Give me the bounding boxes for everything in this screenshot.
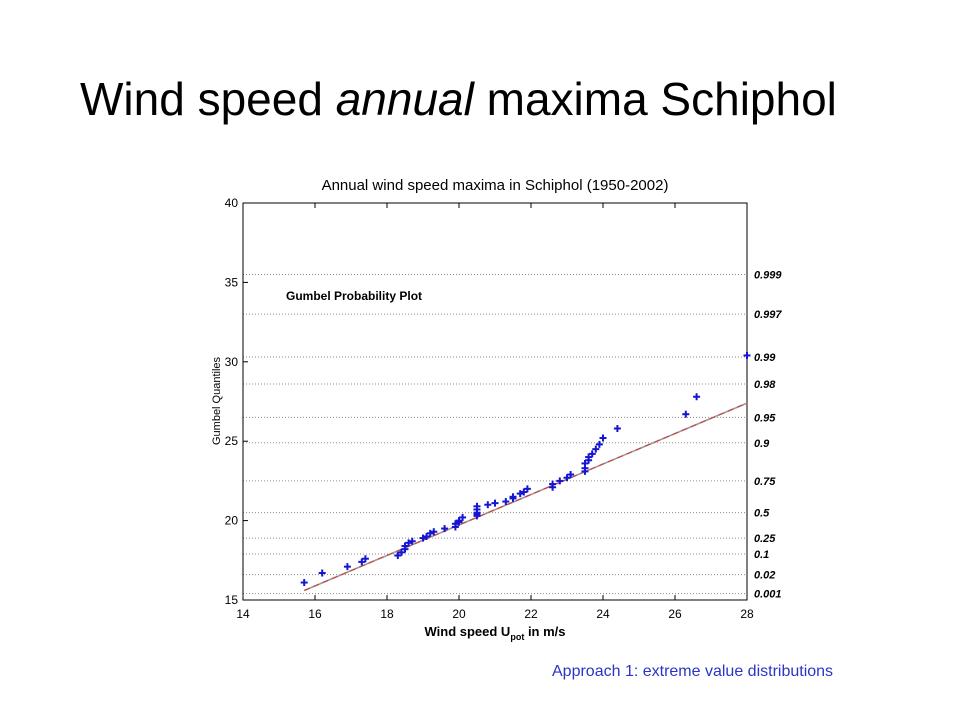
data-point <box>419 534 427 542</box>
y-tick-label: 40 <box>225 196 239 210</box>
data-point <box>595 440 603 448</box>
x-tick-label: 16 <box>308 607 322 621</box>
data-point <box>585 453 593 461</box>
plot-annotation: Gumbel Probability Plot <box>286 289 422 303</box>
x-axis-label: Wind speed Upot in m/s <box>424 624 565 642</box>
data-point <box>491 499 499 507</box>
axis-ticks: 14 16 18 20 22 24 26 28 15 20 25 30 35 40 <box>225 196 754 621</box>
data-points <box>300 351 751 587</box>
x-tick-label: 20 <box>452 607 466 621</box>
y-axis-label: Gumbel Quantiles <box>211 356 223 445</box>
data-point <box>408 537 416 545</box>
data-point <box>613 424 621 432</box>
data-point <box>502 498 510 506</box>
data-point <box>556 477 564 485</box>
x-axis-label-subscript: pot <box>510 632 524 642</box>
fit-line-dashed <box>303 402 748 591</box>
data-point <box>401 542 409 550</box>
title-part-1: Wind speed <box>80 73 336 125</box>
y-tick-label: 15 <box>225 593 239 607</box>
data-point <box>300 579 308 587</box>
fit-line-layer <box>303 402 748 592</box>
y-tick-label: 25 <box>225 434 239 448</box>
x-tick-label: 24 <box>596 607 610 621</box>
probability-label: 0.25 <box>754 533 776 545</box>
x-tick-label: 18 <box>380 607 394 621</box>
probability-label: 0.997 <box>754 309 782 321</box>
data-point <box>484 501 492 509</box>
probability-label: 0.75 <box>754 476 776 488</box>
data-point <box>394 552 402 560</box>
data-point <box>318 569 326 577</box>
data-point <box>682 410 690 418</box>
probability-label: 0.5 <box>754 508 770 520</box>
data-point <box>520 488 528 496</box>
data-point <box>563 474 571 482</box>
data-point <box>455 517 463 525</box>
slide-title: Wind speed annual maxima Schiphol <box>80 72 940 126</box>
data-point <box>397 548 405 556</box>
x-tick-label: 14 <box>236 607 250 621</box>
y-tick-label: 35 <box>225 275 239 289</box>
probability-label: 0.001 <box>754 589 782 601</box>
probability-label: 0.999 <box>754 269 782 281</box>
x-axis-label-main: Wind speed U <box>424 624 510 639</box>
data-point <box>599 434 607 442</box>
data-point <box>361 555 369 563</box>
probability-label: 0.95 <box>754 412 776 424</box>
footer-caption: Approach 1: extreme value distributions <box>552 663 834 680</box>
x-tick-label: 26 <box>668 607 682 621</box>
x-tick-label: 22 <box>524 607 538 621</box>
probability-grid: 0.999 0.997 0.99 0.98 0.95 0.9 0.75 0.5 0.25 0.1 0… <box>243 269 782 601</box>
chart-title: Annual wind speed maxima in Schiphol (19… <box>322 177 669 194</box>
data-point <box>459 513 467 521</box>
data-point <box>693 393 701 401</box>
data-point <box>509 493 517 501</box>
title-part-2: maxima Schiphol <box>473 73 837 125</box>
data-point <box>592 445 600 453</box>
data-point <box>523 485 531 493</box>
data-point <box>441 525 449 533</box>
y-tick-label: 30 <box>225 355 239 369</box>
data-point <box>516 490 524 498</box>
data-point <box>451 520 459 528</box>
x-axis-label-tail: in m/s <box>524 624 565 639</box>
data-point <box>588 450 596 458</box>
data-point <box>473 502 481 510</box>
probability-label: 0.02 <box>754 570 775 582</box>
data-point <box>743 351 751 359</box>
x-tick-label: 28 <box>740 607 754 621</box>
y-tick-label: 20 <box>225 514 239 528</box>
data-point <box>430 528 438 536</box>
data-point <box>581 459 589 467</box>
probability-label: 0.98 <box>754 379 776 391</box>
data-point <box>426 529 434 537</box>
data-point <box>423 532 431 540</box>
data-point <box>358 558 366 566</box>
title-italic-word: annual <box>335 73 474 125</box>
probability-label: 0.99 <box>754 352 776 364</box>
probability-label: 0.1 <box>754 549 769 561</box>
plot-frame <box>242 202 748 601</box>
data-point <box>343 563 351 571</box>
data-point <box>405 539 413 547</box>
data-point <box>567 471 575 479</box>
data-point <box>549 480 557 488</box>
probability-label: 0.9 <box>754 438 770 450</box>
